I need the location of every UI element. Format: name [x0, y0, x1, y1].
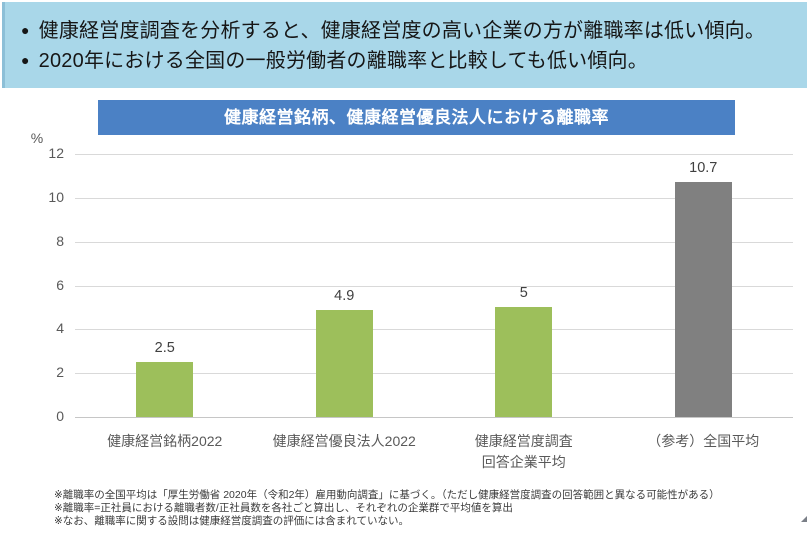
x-axis-category-label: （参考）全国平均 — [647, 433, 760, 449]
x-axis-category-label: 健康経営度調査 回答企業平均 — [474, 433, 573, 470]
y-axis-tick-label: 10 — [48, 188, 64, 205]
footnote-line: ※なお、離職率に関する設問は健康経営度調査の評価には含まれていない。 — [54, 515, 409, 527]
gridline — [75, 417, 793, 418]
x-axis-category-label: 健康経営優良法人2022 — [272, 433, 416, 449]
bar-value-label: 4.9 — [334, 287, 355, 304]
header-bullet-line: ● 2020年における全国の一般労働者の離職率と比較しても低い傾向。 — [21, 47, 797, 77]
gridline — [75, 197, 793, 199]
y-axis-tick-label: 4 — [56, 320, 64, 337]
y-axis-tick-label: 8 — [56, 232, 64, 249]
chart-title: 健康経営銘柄、健康経営優良法人における離職率 — [98, 100, 735, 135]
bar-0 — [136, 362, 194, 417]
x-axis-category-label: 健康経営銘柄2022 — [107, 433, 223, 449]
header-summary-box: ● 健康経営度調査を分析すると、健康経営度の高い企業の方が離職率は低い傾向。 ●… — [2, 2, 807, 88]
y-axis-tick-label: 6 — [56, 276, 64, 293]
page-corner-mark-icon — [801, 516, 807, 522]
bar-1 — [315, 309, 373, 417]
gridline — [75, 285, 793, 287]
header-bullet-text: 健康経営度調査を分析すると、健康経営度の高い企業の方が離職率は低い傾向。 — [38, 20, 766, 42]
header-bullet-line: ● 健康経営度調査を分析すると、健康経営度の高い企業の方が離職率は低い傾向。 — [21, 17, 797, 47]
footnote-line: ※離職率の全国平均は「厚生労働省 2020年（令和2年）雇用動向調査」に基づく。… — [54, 489, 720, 501]
gridline — [75, 373, 793, 375]
bar-value-label: 5 — [519, 285, 528, 302]
gridline — [75, 241, 793, 243]
bullet-icon: ● — [21, 52, 30, 68]
gridline — [75, 329, 793, 331]
footnote-line: ※離職率=正社員における離職者数/正社員数を各社ごと算出し、それぞれの企業群で平… — [54, 502, 513, 514]
bar-value-label: 2.5 — [154, 340, 175, 357]
y-axis-unit-label: % — [30, 130, 44, 146]
y-axis-tick-label: 0 — [56, 408, 64, 424]
gridline — [75, 154, 793, 155]
footnotes-block: ※離職率の全国平均は「厚生労働省 2020年（令和2年）雇用動向調査」に基づく。… — [54, 489, 794, 528]
bar-3 — [674, 182, 732, 417]
y-axis-tick-label: 12 — [48, 145, 64, 161]
bullet-icon: ● — [21, 22, 30, 38]
header-bullet-text: 2020年における全国の一般労働者の離職率と比較しても低い傾向。 — [38, 50, 648, 72]
y-axis-tick-label: 2 — [56, 364, 64, 381]
bar-2 — [495, 307, 553, 417]
bar-value-label: 10.7 — [689, 160, 718, 177]
